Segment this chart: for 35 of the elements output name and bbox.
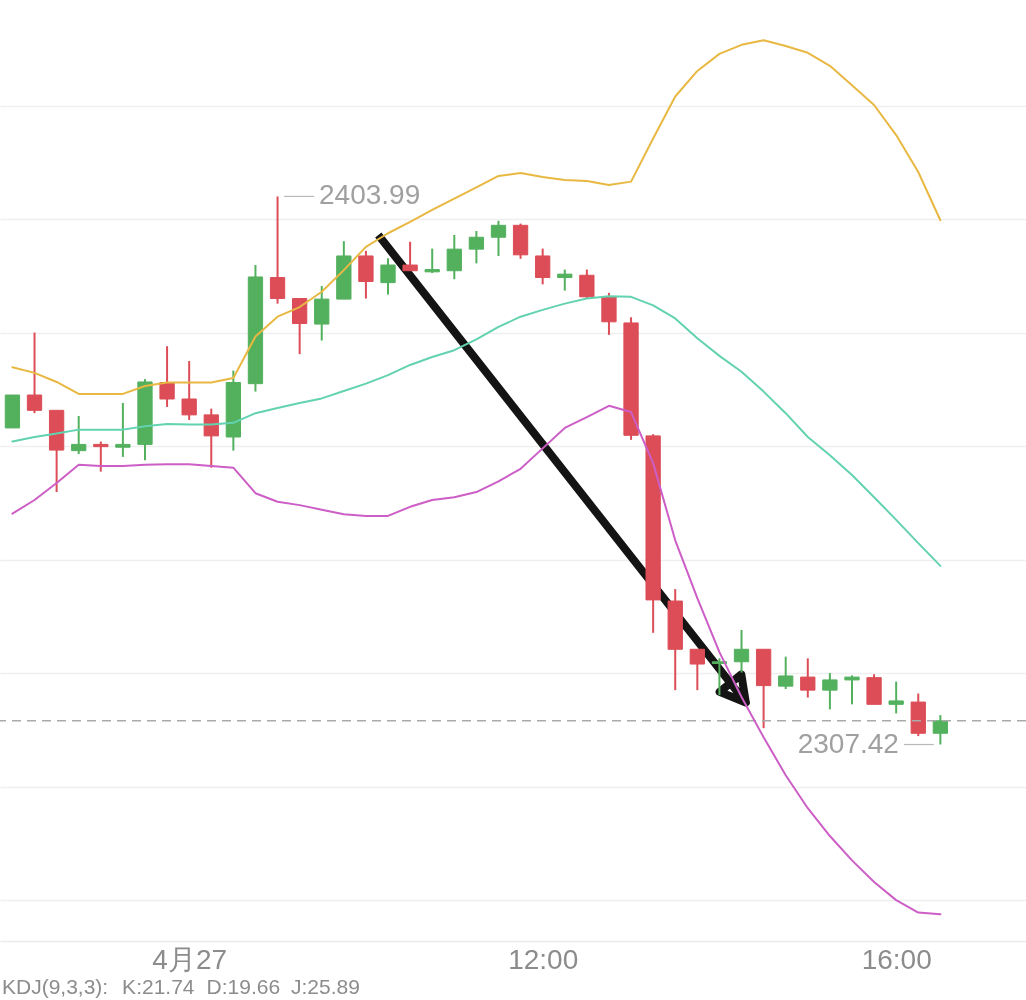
candlestick [490,219,507,257]
x-tick-label: 16:00 [861,943,932,975]
candlestick [844,674,860,706]
candlestick [535,247,551,286]
x-tick-label: 4月27 [152,943,228,975]
text: KDJ(9,3,3): [2,975,109,998]
text: K:21.74 [122,975,195,998]
candlestick [888,680,904,715]
candlestick [181,359,197,421]
annotation: 2307.42 [797,727,899,759]
candlestick [115,401,131,458]
candlestick [93,440,109,473]
candlestick [159,345,175,408]
candlestick [203,407,219,469]
candlestick [468,229,485,265]
text: D:19.66 [206,975,281,998]
candlestick [579,268,595,300]
candlestick [269,195,286,305]
x-tick-label: 12:00 [508,943,579,975]
candlestick [380,257,396,296]
candlestick [26,331,43,415]
candlestick [800,657,816,699]
candlestick [424,247,440,274]
candlestick [689,648,705,692]
candlestick [822,672,838,711]
candlestick [711,657,728,697]
candlestick [402,240,418,272]
candlestick [557,268,573,292]
candlestick [446,233,462,281]
text: J:25.89 [290,975,360,998]
candlestick [71,415,87,456]
annotation: 2403.99 [319,179,421,211]
candlestick [932,714,949,746]
candlestick [778,655,794,691]
candlestick [733,628,750,674]
